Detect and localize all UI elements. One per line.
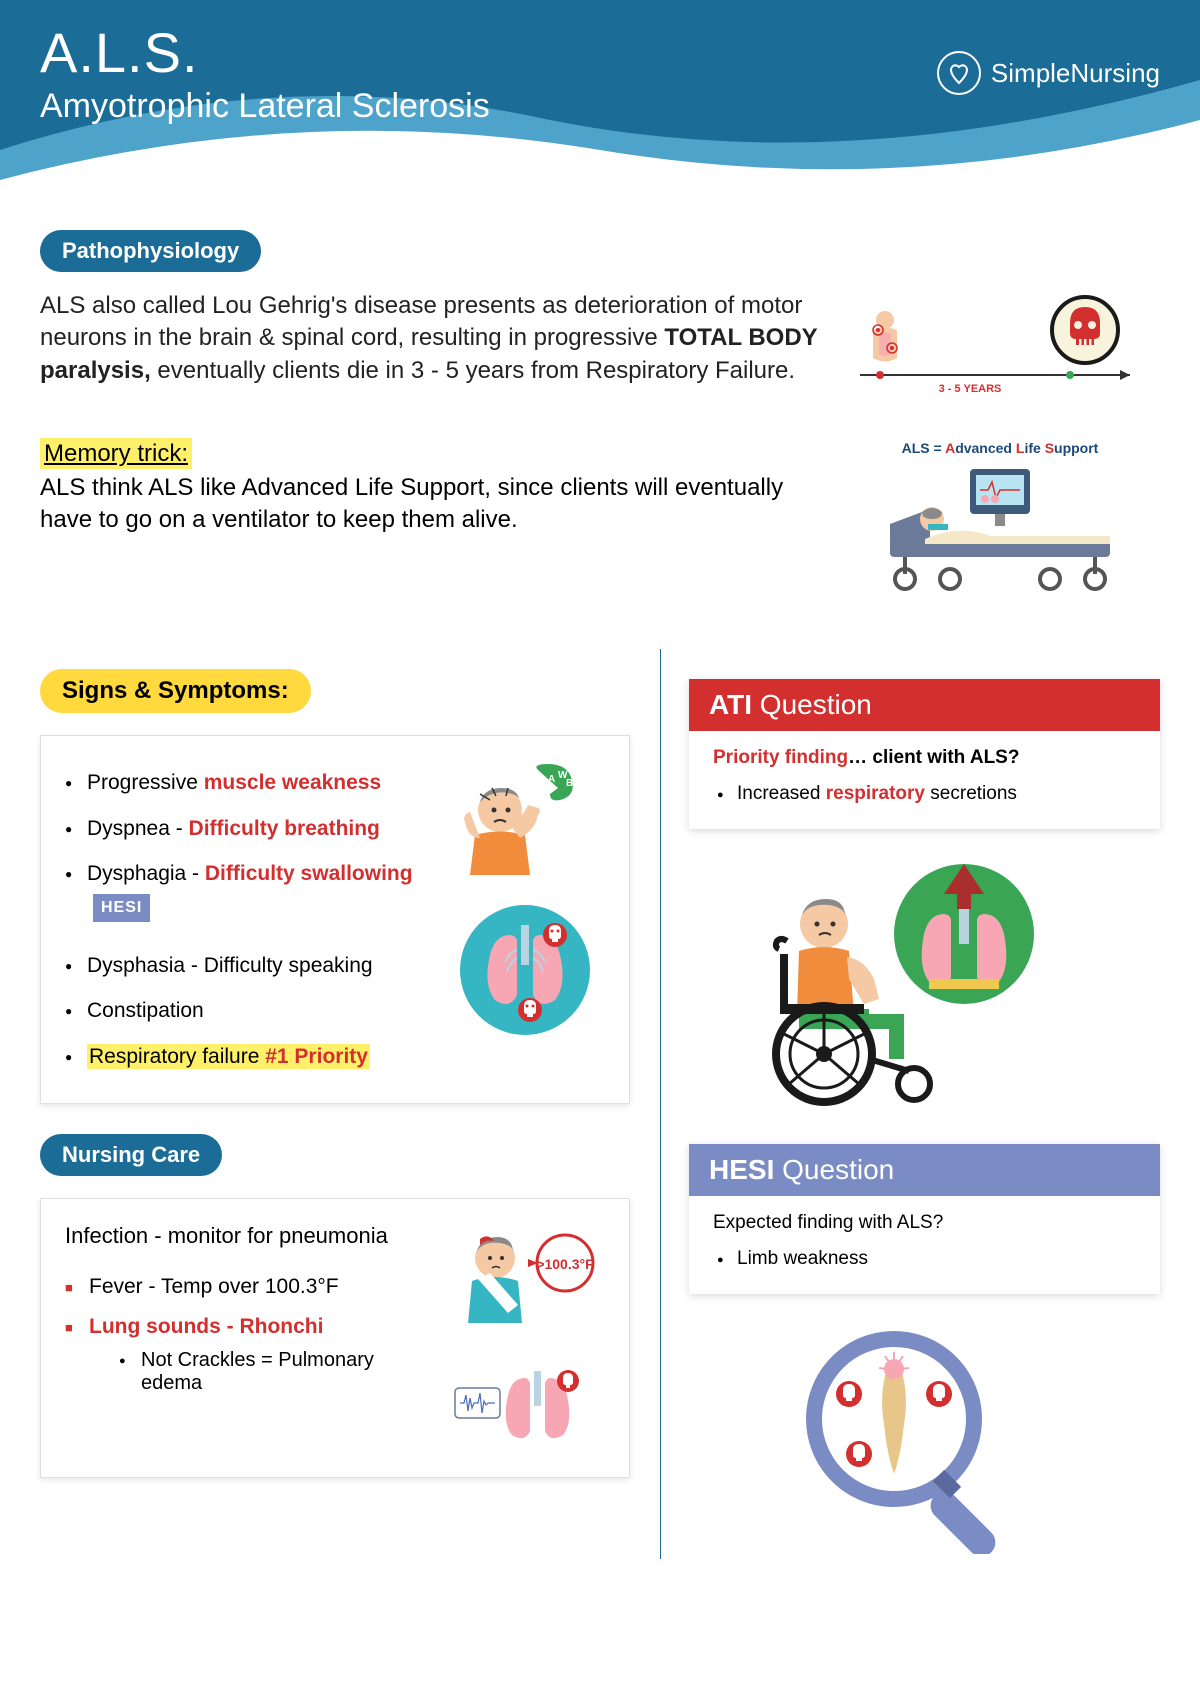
brand-text: SimpleNursing [991, 58, 1160, 89]
ati-answer: Increased respiratory secretions [713, 779, 1136, 809]
fever-person-icon: >100.3°F [450, 1223, 600, 1333]
nursing-intro: Infection - monitor for pneumonia [65, 1223, 435, 1249]
pathophysiology-text: ALS also called Lou Gehrig's disease pre… [40, 290, 820, 400]
title-block: A.L.S. Amyotrophic Lateral Sclerosis [40, 20, 490, 126]
nursing-care-pill: Nursing Care [40, 1134, 222, 1176]
nursing-item: Lung sounds - Rhonchi Not Crackles = Pul… [65, 1307, 435, 1407]
signs-item: Dyspnea - Difficulty breathing [65, 806, 435, 852]
ati-question-box: ATI Question Priority finding… client wi… [689, 679, 1160, 829]
nursing-subitem: Not Crackles = Pulmonary edema [119, 1345, 435, 1399]
signs-list: Progressive muscle weakness Dyspnea - Di… [65, 760, 435, 1079]
confused-person-icon: A W B I [450, 760, 600, 880]
signs-symptoms-pill: Signs & Symptoms: [40, 669, 311, 713]
hospital-bed-ventilator-icon [870, 464, 1130, 594]
stethoscope-heart-icon [937, 51, 981, 95]
svg-text:B: B [566, 778, 573, 789]
signs-item: Progressive muscle weakness [65, 760, 435, 806]
hesi-prompt: Expected finding with ALS? [713, 1212, 1136, 1234]
hesi-answer: Limb weakness [713, 1244, 1136, 1274]
signs-symptoms-section: Signs & Symptoms: Progressive muscle wea… [40, 669, 630, 1104]
wheelchair-lungs-icon [729, 859, 1049, 1109]
svg-text:I: I [574, 774, 577, 784]
signs-item: Respiratory failure #1 Priority [65, 1034, 435, 1080]
nursing-item: Fever - Temp over 100.3°F [65, 1267, 435, 1307]
magnifying-glass-neuron-icon [789, 1324, 1029, 1554]
ati-prompt: Priority finding… client with ALS? [713, 747, 1136, 769]
timeline-skull-icon: 3 - 5 YEARS [850, 290, 1150, 400]
lungs-soundwave-icon [450, 1353, 600, 1453]
page-subtitle: Amyotrophic Lateral Sclerosis [40, 87, 490, 126]
svg-text:A: A [548, 774, 555, 785]
signs-item: Dysphagia - Difficulty swallowingHESI [65, 851, 435, 929]
hesi-question-box: HESI Question Expected finding with ALS?… [689, 1144, 1160, 1294]
memory-trick-text: ALS think ALS like Advanced Life Support… [40, 472, 820, 537]
svg-text:3 - 5 YEARS: 3 - 5 YEARS [939, 383, 1002, 395]
nursing-list: Fever - Temp over 100.3°F Lung sounds - … [65, 1267, 435, 1407]
lungs-badge-icon [455, 900, 595, 1040]
page-title: A.L.S. [40, 20, 490, 85]
nursing-care-section: Nursing Care Infection - monitor for pne… [40, 1134, 630, 1478]
pathophysiology-pill: Pathophysiology [40, 230, 261, 272]
hesi-header: HESI Question [689, 1144, 1160, 1196]
brand-logo: SimpleNursing [937, 20, 1160, 126]
ati-header: ATI Question [689, 679, 1160, 731]
memory-trick-label: Memory trick: [40, 438, 192, 469]
signs-item: Constipation [65, 988, 435, 1034]
als-acronym-label: ALS = Advanced Life Support [840, 440, 1160, 456]
signs-item: Dysphasia - Difficulty speaking [65, 943, 435, 989]
svg-text:>100.3°F: >100.3°F [536, 1256, 594, 1272]
pathophysiology-section: Pathophysiology ALS also called Lou Gehr… [40, 230, 1160, 599]
